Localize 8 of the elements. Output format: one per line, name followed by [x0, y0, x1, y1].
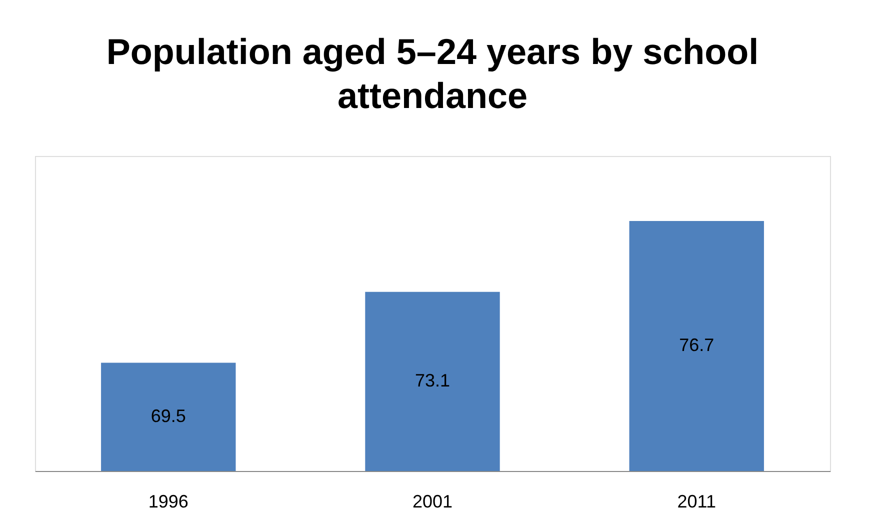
data-label: 69.5	[150, 406, 186, 426]
x-tick-label: 2011	[677, 492, 716, 512]
data-label: 76.7	[679, 334, 714, 355]
text: attendance	[337, 75, 528, 116]
x-tick-label: 1996	[148, 492, 188, 512]
data-label: 73.1	[414, 370, 450, 390]
x-tick-label: 2001	[412, 492, 453, 512]
text: Population aged 5–24 years by school	[106, 31, 759, 72]
